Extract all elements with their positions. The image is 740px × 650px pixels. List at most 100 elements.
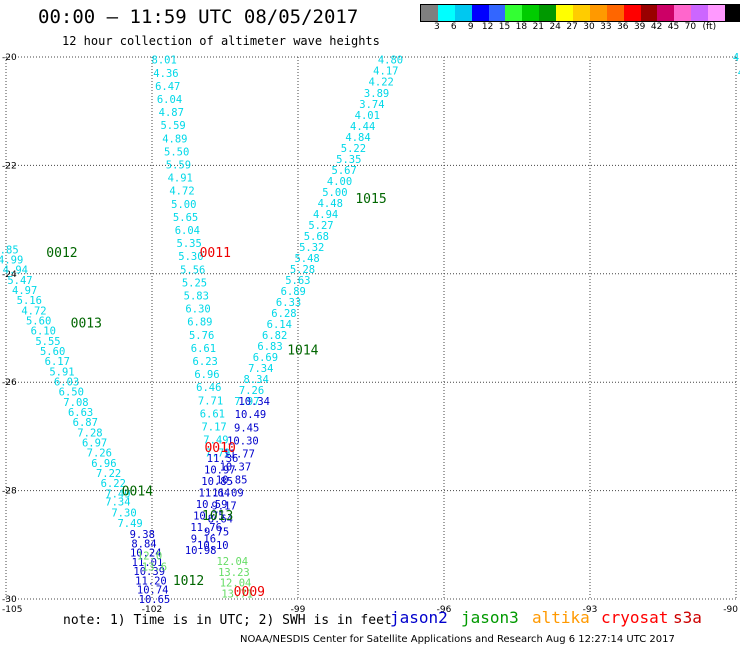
color-scale-label: 27 [566,22,578,32]
swh-value: 5.35 [177,238,202,250]
swh-value: 6.22 [101,478,126,490]
color-scale-label: 45 [667,22,680,32]
color-scale-label: 24 [549,22,561,32]
color-scale-label: 9 [467,22,474,32]
y-tick-label: -26 [2,378,17,388]
x-tick-label: -90 [723,605,738,615]
swh-value: 7.49 [203,435,228,447]
swh-value: 8.64 [208,514,233,526]
swh-value: 5.27 [308,220,333,232]
swh-value: 7.97 [234,396,259,408]
note-text: note: 1) Time is in UTC; 2) SWH is in fe… [63,613,392,628]
swh-value: 6.46 [196,382,221,394]
swh-value: 6.89 [187,317,212,329]
swh-value: 6.14 [267,319,292,331]
color-scale-label: 15 [498,22,511,32]
swh-value: 10.75 [193,511,225,523]
swh-value: 7.28 [77,427,102,439]
x-tick-label: -93 [583,605,598,615]
color-swatch [623,5,641,21]
swh-value: 5.68 [304,231,329,243]
swh-value: 11.77 [223,448,255,460]
legend-cryosat: cryosat [601,608,669,627]
swh-value: 4 [738,67,740,79]
swh-value: 9.45 [234,422,259,434]
page-title: 00:00 – 11:59 UTC 08/05/2017 [38,6,359,28]
swh-value: 9.75 [204,527,229,539]
page-subtitle: 12 hour collection of altimeter wave hei… [62,34,380,48]
swh-value: 4.99 [0,255,23,267]
swh-value: 4.72 [169,186,194,198]
swh-value: 5.65 [173,212,198,224]
swh-value: 5.59 [166,159,191,171]
swh-value: 4.80 [378,55,403,67]
swh-value: 12.04 [216,556,248,568]
swh-value: 6.23 [193,356,218,368]
swh-value: 4.36 [153,68,178,80]
swh-value: 10.49 [235,409,267,421]
x-tick-label: -105 [2,605,22,615]
x-tick-label: -99 [291,605,306,615]
color-scale-label: 36 [617,22,629,32]
swh-value: 5.59 [160,120,185,132]
axis-ticks: -105 -102 -99 -96 -93 -90 -20 -22 -24 -26 -28 -30 [2,53,738,615]
swh-value: 6.10 [31,326,56,338]
swh-value: 6.61 [191,343,216,355]
color-scale-label: 3 [434,22,440,32]
swh-value: 10.30 [227,435,259,447]
swh-value: 7.26 [239,385,264,397]
swh-value: 7.30 [111,507,136,519]
swh-value: 7.34 [248,363,273,375]
swh-value: 10.85 [201,476,233,488]
time-label: 1015 [355,192,386,207]
color-scale-label: 70 [684,22,697,32]
y-tick-label: -20 [2,53,17,63]
x-tick-label: -102 [142,605,162,615]
swh-value: 11.01 [132,557,164,569]
swh-value: 5.63 [285,275,310,287]
map-grid [5,56,737,600]
swh-value: 7.08 [63,397,88,409]
time-label: 0012 [46,246,77,261]
swh-value: 10.34 [238,396,270,408]
swh-value: 6.17 [45,356,70,368]
swh-value: 11.09 [212,488,244,500]
color-swatch [539,5,557,21]
time-label: 0011 [200,246,231,261]
color-scale-label: 42 [650,22,663,32]
swh-value: 5.60 [26,316,51,328]
color-swatch [556,5,574,21]
swh-value: 10.59 [196,499,228,511]
swh-value: 10.74 [137,585,169,597]
swh-value: 4.91 [168,173,193,185]
swh-value: 4.85 [0,244,19,256]
swh-value: 7.49 [105,488,130,500]
color-swatch [589,5,607,21]
color-swatch [657,5,675,21]
swh-value: 5.60 [40,346,65,358]
swh-value: 6.04 [157,94,182,106]
swh-value: 5.32 [299,242,324,254]
swh-value: 4.87 [159,107,184,119]
swh-value: 10.24 [130,548,162,560]
swh-value: 4.94 [3,265,28,277]
swh-value: 11.20 [135,575,167,587]
swh-value: 4.97 [12,285,37,297]
swh-value: 6.69 [253,352,278,364]
y-tick-label: -22 [2,161,17,171]
color-swatch [505,5,523,21]
swh-value: 5.25 [182,277,207,289]
swh-value: 6.30 [185,304,210,316]
swh-value: 13.6 [142,561,167,573]
color-scale-label: 12 [481,22,494,32]
swh-value: 11.76 [190,522,222,534]
swh-value: 6.28 [271,308,296,320]
swh-value: 4.01 [355,110,380,122]
swh-value: 10.10 [197,540,229,552]
swh-value: 10.98 [185,545,217,557]
time-label: 0014 [122,485,153,500]
legend-jason3: jason3 [461,608,519,627]
time-labels: 0012 0013 0011 1015 1014 0010 0014 1013 1012 0009 [46,192,386,600]
swh-value: 7.22 [96,468,121,480]
